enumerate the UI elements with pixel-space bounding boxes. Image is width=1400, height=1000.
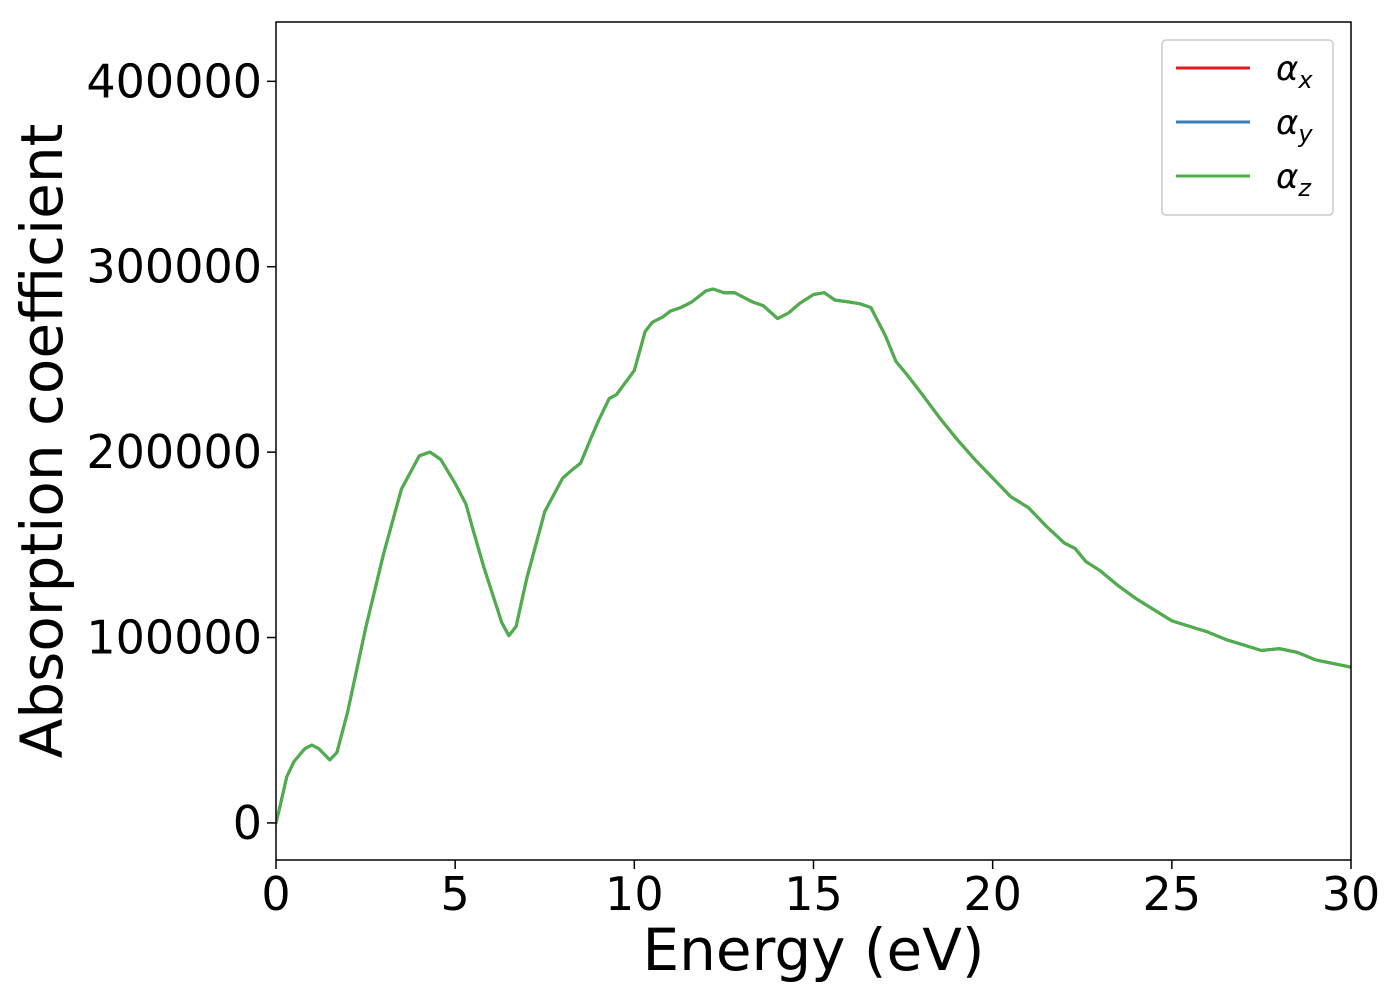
x-axis-label: Energy (eV)	[642, 916, 984, 984]
legend: αx αy αz	[1161, 39, 1334, 216]
series-line-y	[276, 287, 1351, 825]
series-line-z	[276, 287, 1351, 825]
series-layer	[276, 287, 1351, 825]
legend-label-z: αz	[1276, 157, 1312, 202]
legend-label-x: αx	[1276, 49, 1313, 94]
legend-box	[1161, 39, 1334, 216]
x-tick-label: 0	[261, 867, 290, 921]
y-tick-label: 0	[233, 796, 262, 850]
x-tick-label: 15	[784, 867, 843, 921]
y-axis: 0 100000 200000 300000 400000	[86, 54, 276, 850]
y-tick-label: 300000	[86, 240, 262, 294]
y-tick-label: 400000	[86, 54, 262, 108]
y-tick-label: 200000	[86, 425, 262, 479]
y-tick-label: 100000	[86, 611, 262, 665]
legend-label-y: αy	[1276, 103, 1313, 148]
x-tick-label: 30	[1322, 867, 1381, 921]
y-axis-label: Absorption coefficient	[8, 124, 76, 759]
series-line-x	[276, 287, 1351, 825]
x-tick-label: 25	[1143, 867, 1202, 921]
x-tick-label: 10	[605, 867, 664, 921]
x-tick-label: 5	[441, 867, 470, 921]
x-axis: 0 5 10 15 20 25 30	[261, 860, 1380, 921]
x-tick-label: 20	[963, 867, 1022, 921]
